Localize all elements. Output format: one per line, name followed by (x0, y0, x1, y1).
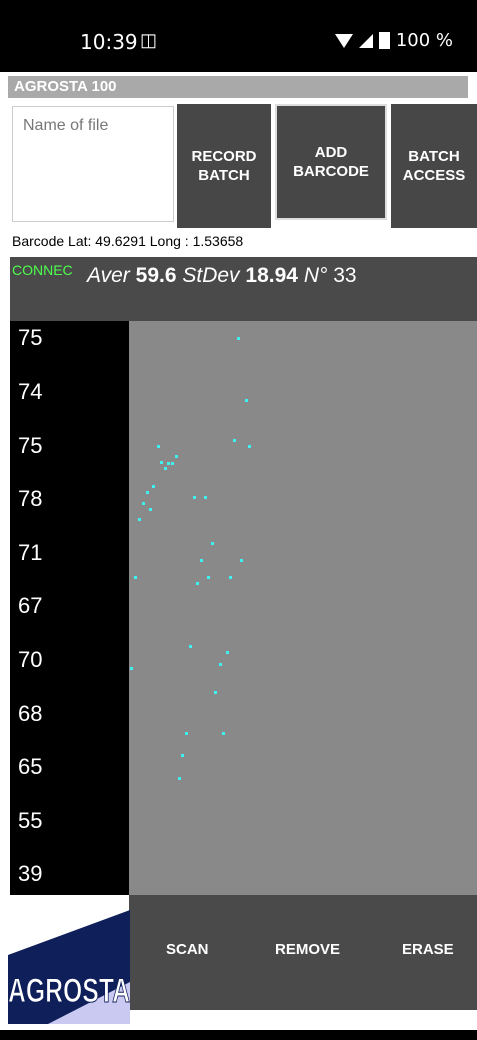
readings-plot (129, 321, 477, 895)
plot-point (160, 461, 163, 464)
plot-point (248, 445, 251, 448)
plot-point (211, 542, 214, 545)
add-barcode-button[interactable]: ADD BARCODE (275, 104, 387, 220)
reading-item: 65 (18, 754, 43, 779)
reading-item: 55 (18, 808, 43, 833)
battery-level: 100 % (395, 30, 453, 51)
count-label: N° (303, 264, 328, 287)
plot-point (146, 491, 149, 494)
status-time: 10:39 (80, 30, 138, 54)
plot-point (222, 732, 225, 735)
plot-point (233, 439, 236, 442)
plot-point (200, 559, 203, 562)
remove-button[interactable]: REMOVE (275, 941, 341, 958)
reading-item: 68 (18, 701, 43, 726)
scan-button[interactable]: SCAN (166, 941, 209, 958)
file-name-input[interactable] (12, 106, 174, 222)
reading-item: 70 (18, 647, 43, 672)
status-icons: 100 % (334, 30, 453, 51)
app-title: AGROSTA 100 (8, 76, 468, 98)
reading-item: 39 (18, 861, 43, 886)
plot-point (142, 502, 145, 505)
stdev-value: 18.94 (245, 264, 298, 287)
plot-point (185, 732, 188, 735)
reading-item: 75 (18, 433, 43, 458)
plot-point (196, 582, 199, 585)
plot-point (171, 462, 174, 465)
plot-point (237, 337, 240, 340)
plot-point (193, 496, 196, 499)
plot-point (138, 518, 141, 521)
status-bar (0, 0, 477, 72)
barcode-location: Barcode Lat: 49.6291 Long : 1.53658 (12, 233, 244, 249)
average-label: Aver (87, 264, 130, 287)
sim-icon: ◫ (140, 30, 158, 50)
plot-point (207, 576, 210, 579)
stats-summary: Aver 59.6 StDev 18.94 N° 33 (87, 264, 357, 288)
plot-point (181, 754, 184, 757)
plot-point (245, 399, 248, 402)
logo-text: AGROSTA (8, 972, 130, 1010)
bottom-bar (129, 895, 477, 1010)
signal-icon (358, 33, 373, 48)
stdev-label: StDev (182, 264, 240, 287)
average-value: 59.6 (135, 264, 177, 287)
reading-item: 74 (18, 379, 43, 404)
reading-item: 75 (18, 325, 43, 350)
wifi-icon (334, 33, 353, 48)
connection-status: CONNEC (12, 262, 73, 278)
navigation-bar (0, 1030, 477, 1040)
plot-point (134, 576, 137, 579)
erase-button[interactable]: ERASE (402, 941, 454, 958)
plot-point (229, 576, 232, 579)
plot-point (157, 445, 160, 448)
plot-point (204, 496, 207, 499)
plot-point (219, 663, 222, 666)
plot-point (178, 777, 181, 780)
plot-point (226, 651, 229, 654)
batch-access-button[interactable]: BATCH ACCESS (391, 104, 477, 228)
record-batch-button[interactable]: RECORD BATCH (177, 104, 271, 228)
reading-item: 78 (18, 486, 43, 511)
readings-list (10, 321, 129, 895)
agrosta-logo: AGROSTA (8, 910, 130, 1024)
battery-icon (378, 32, 390, 49)
plot-point (130, 667, 133, 670)
plot-point (164, 467, 167, 470)
reading-item: 71 (18, 540, 43, 565)
reading-item: 67 (18, 593, 43, 618)
count-value: 33 (333, 264, 357, 287)
plot-point (240, 559, 243, 562)
plot-point (175, 455, 178, 458)
plot-point (189, 645, 192, 648)
plot-point (167, 462, 170, 465)
plot-point (149, 508, 152, 511)
stats-bar (10, 257, 477, 321)
plot-point (152, 485, 155, 488)
plot-point (214, 691, 217, 694)
